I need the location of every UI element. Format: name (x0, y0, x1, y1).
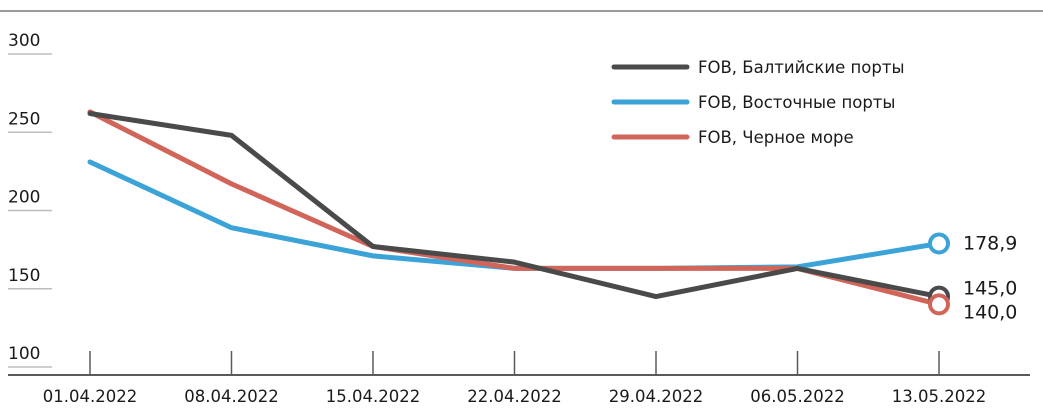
legend-label: FOB, Черное море (698, 128, 854, 147)
x-tick-label: 06.05.2022 (750, 387, 844, 406)
end-marker (928, 293, 950, 316)
x-tick-label: 22.04.2022 (467, 387, 561, 406)
y-tick-label: 100 (8, 344, 40, 364)
x-tick-label: 15.04.2022 (326, 387, 420, 406)
legend-label: FOB, Балтийские порты (698, 58, 904, 77)
end-markers: 145,0 178,9 140,0 (928, 232, 1017, 323)
end-value-label: 140,0 (963, 301, 1017, 323)
legend-label: FOB, Восточные порты (698, 93, 895, 112)
y-tick-label: 200 (8, 188, 40, 208)
series-line (87, 110, 942, 300)
x-tick-label: 29.04.2022 (609, 387, 703, 406)
x-tick-label: 01.04.2022 (43, 387, 137, 406)
x-axis: 01.04.2022 08.04.2022 15.04.2022 22.04.2022… (8, 351, 1030, 406)
y-tick-label: 300 (8, 31, 40, 51)
end-value-label: 145,0 (963, 278, 1017, 300)
legend: FOB, Балтийские порты FOB, Восточные порт… (611, 58, 904, 147)
y-axis: 300 250 200 150 100 (8, 31, 52, 368)
x-tick-label: 13.05.2022 (892, 387, 986, 406)
y-tick-label: 250 (8, 109, 40, 129)
x-tick-label: 08.04.2022 (184, 387, 278, 406)
y-tick-label: 150 (8, 266, 40, 286)
series-lines (87, 109, 942, 307)
end-marker (928, 232, 950, 255)
end-value-label: 178,9 (963, 233, 1017, 255)
